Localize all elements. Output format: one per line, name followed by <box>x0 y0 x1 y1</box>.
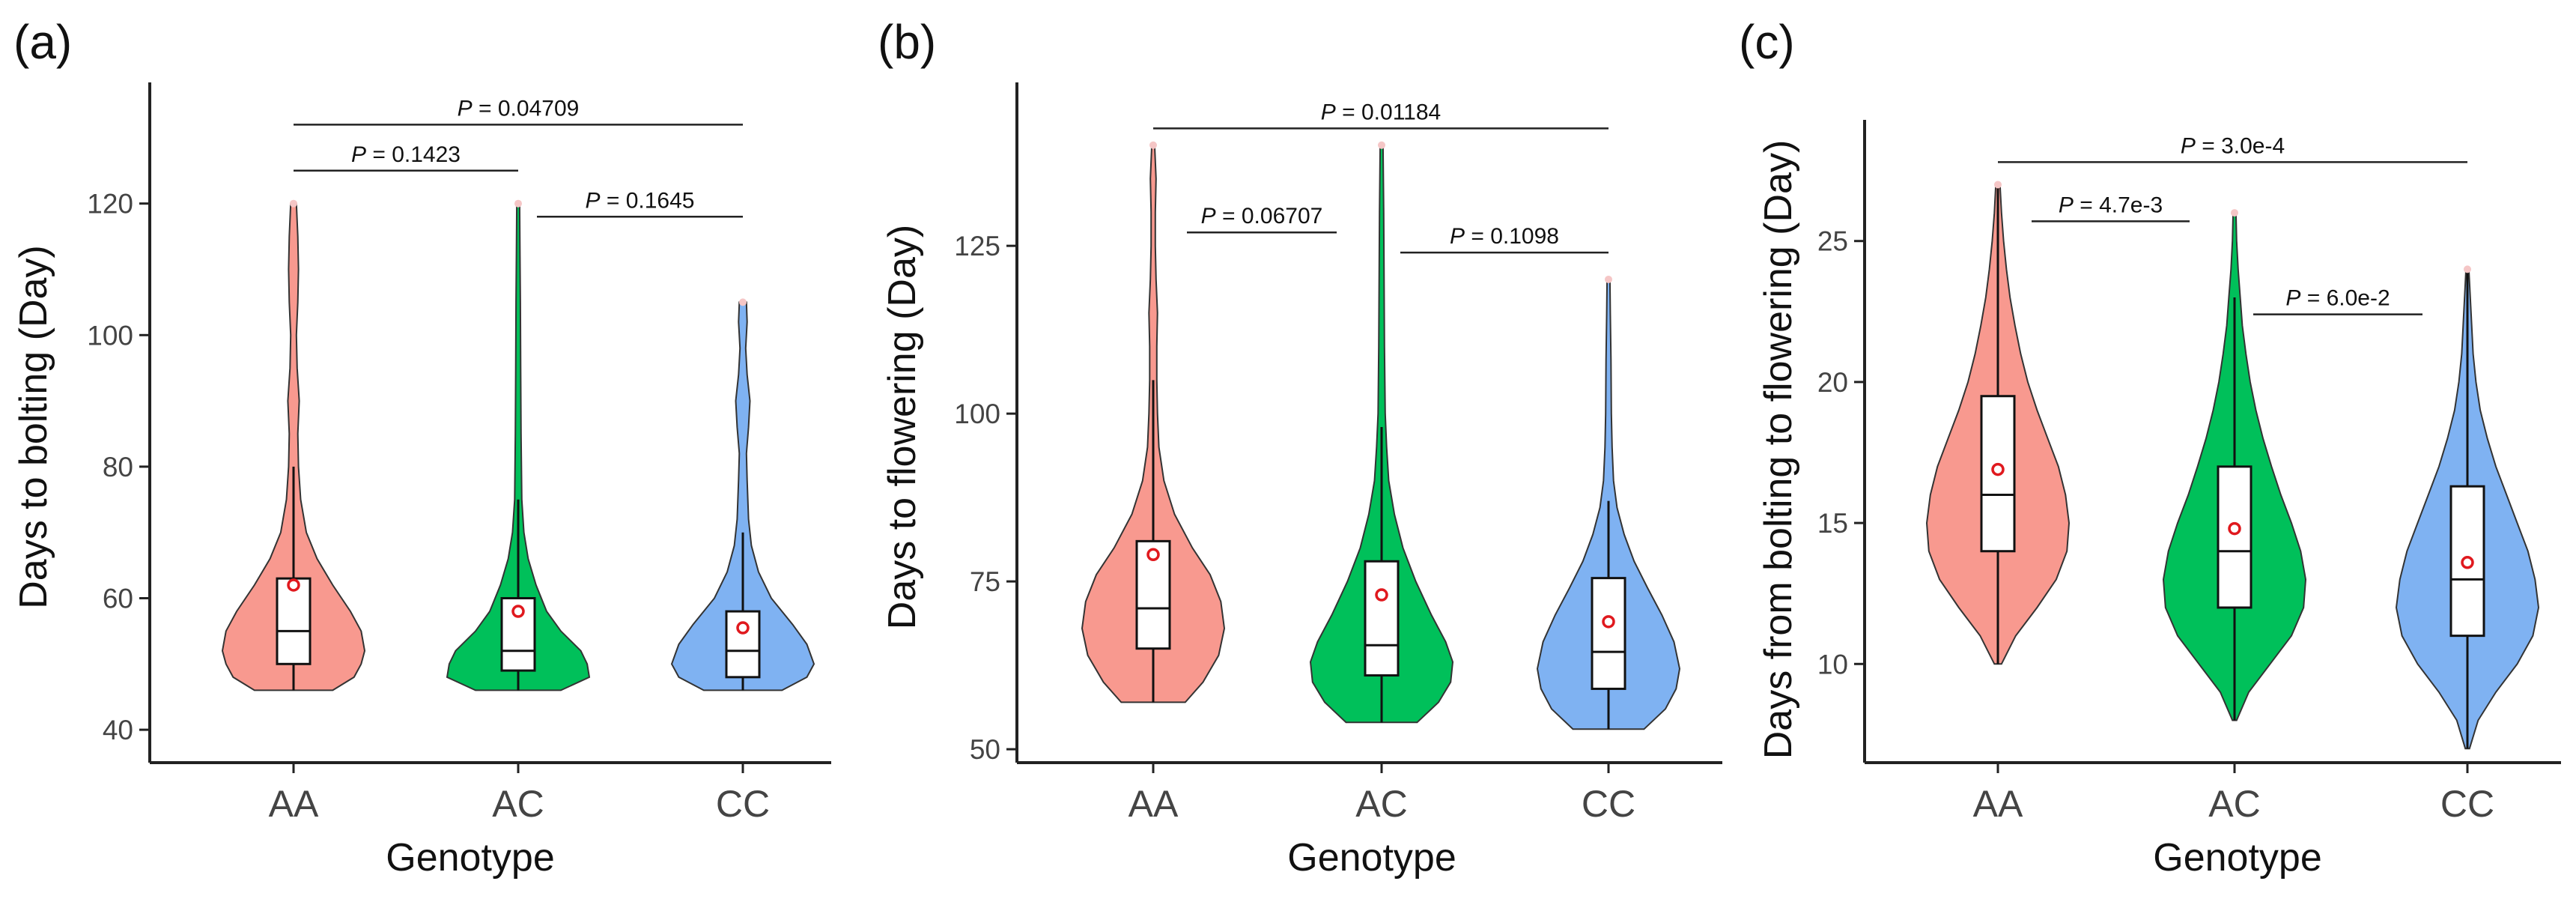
p-value-label: P = 4.7e-3 <box>2059 193 2163 217</box>
y-tick-label: 10 <box>1817 649 1848 679</box>
panel-label: (b) <box>878 15 936 69</box>
max-point <box>1149 141 1157 149</box>
max-point <box>2231 209 2238 217</box>
panel-label: (a) <box>13 15 72 69</box>
x-axis-title: Genotype <box>386 836 555 880</box>
p-value-label: P = 0.1098 <box>1450 224 1559 249</box>
max-point <box>514 199 522 208</box>
box-AA <box>276 577 312 665</box>
x-tick-label: AC <box>1355 783 1407 825</box>
max-point <box>1605 275 1612 283</box>
p-value-label: P = 0.04709 <box>458 96 580 121</box>
y-tick-label: 50 <box>970 734 1000 765</box>
p-value-label: P = 6.0e-2 <box>2285 286 2390 311</box>
p-value-label: P = 3.0e-4 <box>2181 133 2285 158</box>
p-value-label: P = 0.1423 <box>351 142 461 167</box>
box-AC <box>2217 465 2253 609</box>
x-tick-label: CC <box>1582 783 1635 825</box>
y-tick-label: 60 <box>103 584 133 614</box>
mean-point <box>287 578 300 592</box>
x-tick-label: AC <box>492 783 544 825</box>
mean-point <box>2461 556 2474 569</box>
y-tick-label: 120 <box>87 189 133 220</box>
y-tick-label: 100 <box>87 320 133 351</box>
box-CC <box>1591 577 1626 690</box>
y-axis-title: Days to flowering (Day) <box>881 225 924 629</box>
p-value-label: P = 0.01184 <box>1321 100 1441 124</box>
mean-point <box>1602 615 1615 629</box>
box-CC <box>725 610 761 679</box>
y-tick-label: 15 <box>1817 508 1848 539</box>
x-tick-label: AA <box>269 783 319 825</box>
mean-point <box>1375 588 1388 602</box>
box-AC <box>1364 560 1400 677</box>
x-axis-title: Genotype <box>2153 836 2322 880</box>
y-tick-label: 100 <box>954 399 1000 429</box>
y-tick-label: 125 <box>954 231 1000 261</box>
y-axis-title: Days to bolting (Day) <box>12 245 55 609</box>
mean-point <box>736 621 750 635</box>
mean-point <box>1146 548 1160 562</box>
y-tick-label: 25 <box>1817 226 1848 257</box>
mean-point <box>2228 521 2241 536</box>
panel-b: (b) Days to flowering (Day) Genotype 50 7… <box>878 15 1722 880</box>
p-value-label: P = 0.06707 <box>1201 204 1323 228</box>
max-point <box>290 199 297 208</box>
panel-c: (c) Days from bolting to flowering (Day)… <box>1739 15 2561 880</box>
x-tick-label: CC <box>2440 783 2494 825</box>
x-tick-label: AC <box>2208 783 2260 825</box>
y-tick-label: 40 <box>103 715 133 745</box>
max-point <box>739 298 747 306</box>
panel-a: (a) Days to bolting (Day) Genotype 40 60 8… <box>12 15 831 880</box>
mean-point <box>1991 462 2005 476</box>
x-tick-label: CC <box>716 783 770 825</box>
panel-label: (c) <box>1739 15 1795 69</box>
max-point <box>1994 181 2002 189</box>
mean-point <box>511 605 525 618</box>
max-point <box>1378 141 1385 149</box>
x-tick-label: AA <box>1128 783 1179 825</box>
y-axis-title: Days from bolting to flowering (Day) <box>1757 140 1800 760</box>
max-point <box>2464 265 2471 273</box>
p-value-label: P = 0.1645 <box>586 188 695 213</box>
x-tick-label: AA <box>1973 783 2023 825</box>
x-axis-title: Genotype <box>1287 836 1456 880</box>
y-tick-label: 75 <box>970 566 1000 597</box>
y-tick-label: 80 <box>103 452 133 482</box>
y-tick-label: 20 <box>1817 367 1848 398</box>
